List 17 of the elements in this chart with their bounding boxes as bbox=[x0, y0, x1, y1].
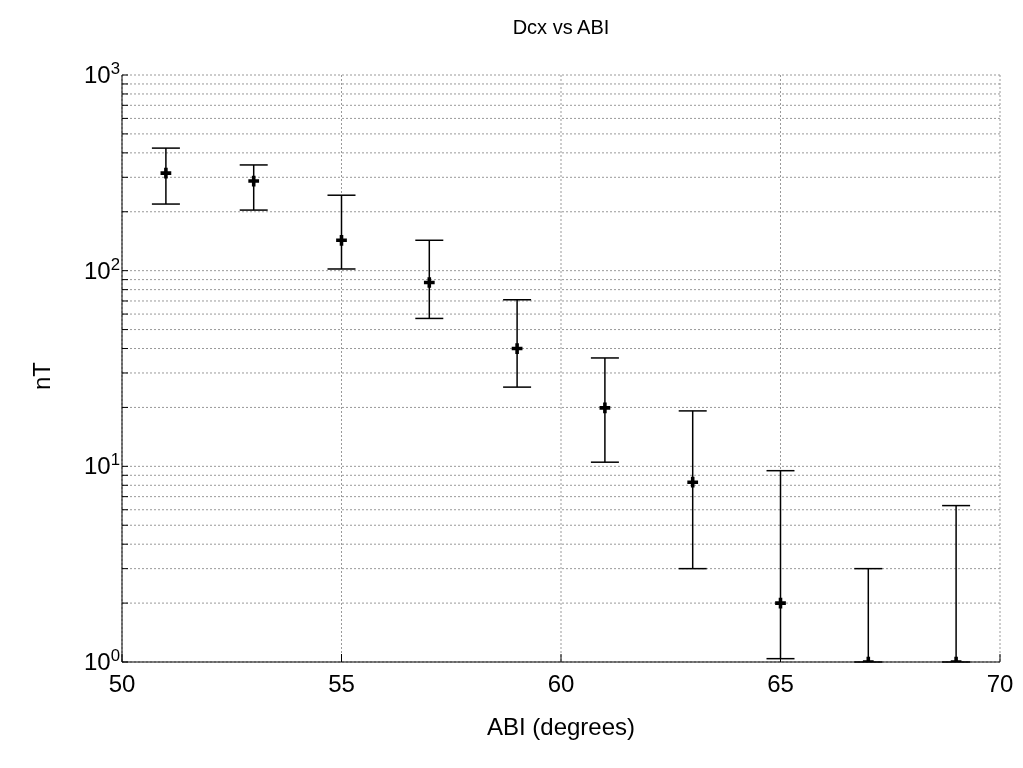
point bbox=[599, 402, 611, 414]
y-axis-title: nT bbox=[28, 361, 56, 391]
y-tick-label: 10$^{1}$ bbox=[83, 449, 120, 480]
point bbox=[160, 167, 172, 179]
x-axis-title: ABI (degrees) bbox=[485, 713, 637, 741]
point bbox=[248, 175, 260, 187]
chart-title: Dcx vs ABI bbox=[511, 16, 611, 39]
point bbox=[336, 234, 347, 246]
point bbox=[775, 597, 786, 609]
y-tick-label: 10$^{2}$ bbox=[83, 254, 120, 284]
x-tick-label: 55 bbox=[328, 670, 355, 697]
x-tick-label: 60 bbox=[547, 670, 575, 697]
y-tick-label: 10$^{3}$ bbox=[83, 58, 120, 88]
x-tick-label: 70 bbox=[986, 670, 1014, 697]
point bbox=[511, 343, 523, 354]
point bbox=[687, 476, 699, 488]
x-tick-label: 65 bbox=[767, 670, 794, 697]
